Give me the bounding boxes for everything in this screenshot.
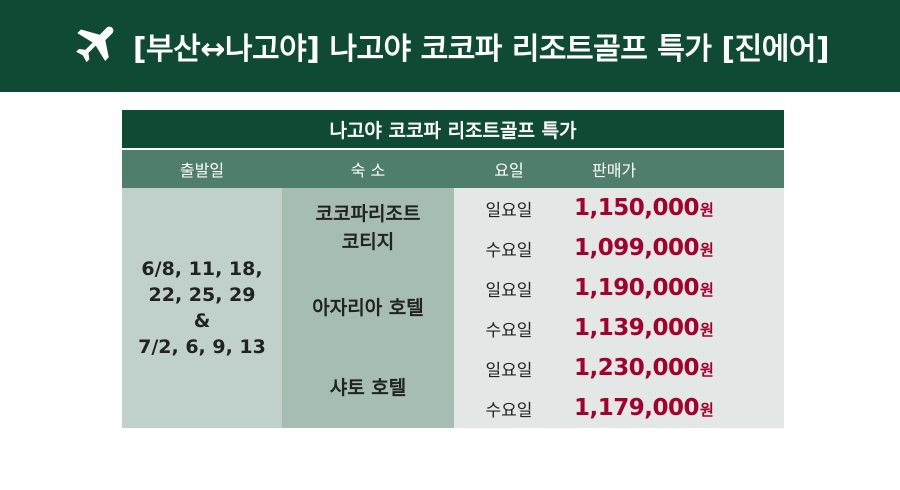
- dates-line: &: [193, 310, 211, 332]
- hotel-name: 샤토 호텔: [282, 348, 454, 428]
- dates-line: 7/2, 6, 9, 13: [138, 336, 266, 358]
- header-banner: [부산↔나고야] 나고야 코코파 리조트골프 특가 [진에어]: [0, 0, 900, 92]
- day-cell: 수요일: [454, 308, 564, 348]
- header-hotel: 숙 소: [282, 148, 454, 188]
- price-value: 1,179,000: [574, 395, 700, 421]
- table-row: 샤토 호텔 일요일 1,230,000원: [122, 348, 785, 428]
- airplane-icon: [76, 26, 114, 63]
- price-cell: 1,179,000원: [564, 388, 785, 428]
- currency-label: 원: [700, 281, 714, 299]
- hotel-name: 코코파리조트 코티지: [282, 188, 454, 268]
- price-value: 1,230,000: [574, 355, 700, 381]
- header-dates: 출발일: [122, 148, 282, 188]
- price-table: 나고야 코코파 리조트골프 특가 출발일 숙 소 요일 판매가 6/8, 11,…: [122, 110, 785, 428]
- header-day: 요일: [454, 148, 564, 188]
- day-cell: 일요일: [454, 188, 564, 228]
- day-cell: 수요일: [454, 228, 564, 268]
- price-value: 1,099,000: [574, 235, 700, 261]
- currency-label: 원: [700, 401, 714, 419]
- day-cell: 수요일: [454, 388, 564, 428]
- price-cell: 1,230,000원: [564, 348, 785, 388]
- price-cell: 1,190,000원: [564, 268, 785, 308]
- currency-label: 원: [700, 361, 714, 379]
- hotel-name-line: 코티지: [341, 231, 395, 253]
- day-cell: 일요일: [454, 268, 564, 308]
- table-row: 아자리아 호텔 일요일 1,190,000원: [122, 268, 785, 348]
- hotel-name-line: 샤토 호텔: [329, 377, 407, 399]
- currency-label: 원: [700, 321, 714, 339]
- hotel-name-line: 아자리아 호텔: [312, 297, 424, 319]
- table-row: 6/8, 11, 18, 22, 25, 29 & 7/2, 6, 9, 13 …: [122, 188, 785, 428]
- price-value: 1,190,000: [574, 275, 700, 301]
- dates-line: 6/8, 11, 18,: [141, 258, 263, 280]
- table-title: 나고야 코코파 리조트골프 특가: [122, 110, 785, 149]
- price-cell: 1,150,000원: [564, 188, 785, 228]
- currency-label: 원: [700, 201, 714, 219]
- hotel-name: 아자리아 호텔: [282, 268, 454, 348]
- price-cell: 1,099,000원: [564, 228, 785, 268]
- currency-label: 원: [700, 241, 714, 259]
- dates-line: 22, 25, 29: [148, 284, 256, 306]
- price-value: 1,139,000: [574, 315, 700, 341]
- price-value: 1,150,000: [574, 195, 700, 221]
- day-cell: 일요일: [454, 348, 564, 388]
- price-cell: 1,139,000원: [564, 308, 785, 348]
- table-row: 수요일 1,139,000원: [122, 308, 785, 348]
- hotel-name-line: 코코파리조트: [315, 203, 421, 225]
- banner-title: [부산↔나고야] 나고야 코코파 리조트골프 특가 [진에어]: [132, 32, 830, 67]
- departure-dates: 6/8, 11, 18, 22, 25, 29 & 7/2, 6, 9, 13: [122, 188, 282, 428]
- table-row: 수요일 1,099,000원: [122, 228, 785, 268]
- header-price: 판매가: [564, 148, 785, 188]
- table-row: 수요일 1,179,000원: [122, 388, 785, 428]
